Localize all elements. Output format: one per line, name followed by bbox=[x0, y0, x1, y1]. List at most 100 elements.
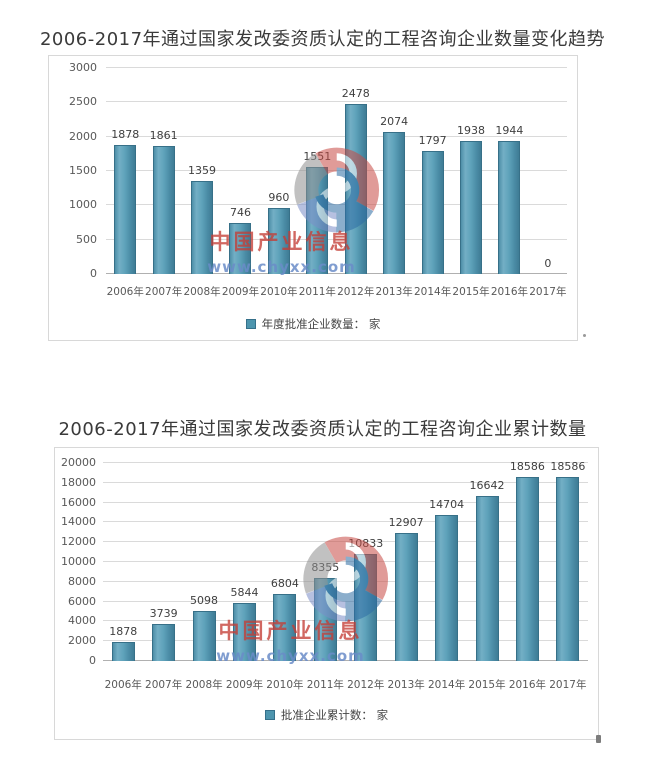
x-tick-label: 2012年 bbox=[337, 286, 375, 298]
bar-value-label: 16642 bbox=[469, 479, 505, 492]
x-tick-label: 2014年 bbox=[427, 679, 466, 691]
x-tick-label: 2013年 bbox=[375, 286, 413, 298]
bar-value-label: 2478 bbox=[341, 87, 370, 100]
bar-value-label: 1861 bbox=[149, 129, 178, 142]
y-tick-label: 10000 bbox=[61, 555, 96, 568]
bar-slot: 5844 bbox=[224, 463, 264, 661]
bar-value-label: 1551 bbox=[303, 150, 332, 163]
gridline bbox=[103, 640, 588, 641]
dot-artifact bbox=[583, 334, 586, 337]
bar-slot: 1944 bbox=[490, 68, 528, 274]
x-tick-label: 2016年 bbox=[508, 679, 547, 691]
x-tick-label: 2008年 bbox=[183, 286, 221, 298]
bar bbox=[435, 515, 459, 661]
x-axis: 2006年 2007年 2008年 2009年 2010年 2011年 2012年 2013年… bbox=[103, 677, 588, 692]
gridline bbox=[103, 502, 588, 503]
bar-slot: 0 bbox=[529, 68, 567, 274]
bar-slot: 5098 bbox=[184, 463, 224, 661]
y-tick-label: 2000 bbox=[68, 634, 96, 647]
bar bbox=[267, 208, 290, 274]
bar bbox=[475, 496, 499, 661]
bar-slot: 2074 bbox=[375, 68, 413, 274]
bars: 1878 1861 1359 746 960 1551 2478 2074 1797 1938 19… bbox=[106, 68, 567, 274]
bar bbox=[556, 477, 580, 661]
x-tick-label: 2017年 bbox=[549, 679, 587, 691]
bar bbox=[232, 603, 256, 661]
bar bbox=[114, 145, 137, 274]
x-tick-label: 2009年 bbox=[221, 286, 260, 298]
chart-cumulative-container: 0 2000 4000 6000 8000 10000 12000 14000 16000 180… bbox=[54, 447, 599, 740]
bar bbox=[498, 141, 521, 274]
bar bbox=[344, 104, 367, 274]
bar-value-label: 2074 bbox=[380, 115, 409, 128]
bar bbox=[460, 141, 482, 274]
bar-slot: 1938 bbox=[452, 68, 490, 274]
y-tick-label: 500 bbox=[76, 233, 97, 246]
bar-slot: 3739 bbox=[143, 463, 183, 661]
x-tick-label: 2016年 bbox=[490, 286, 529, 298]
x-tick-label: 2009年 bbox=[225, 679, 264, 691]
bar-value-label: 746 bbox=[229, 206, 251, 219]
x-tick-label: 2013年 bbox=[387, 679, 425, 691]
gridline bbox=[103, 482, 588, 483]
x-tick-label: 2007年 bbox=[145, 679, 183, 691]
bar-slot: 1878 bbox=[106, 68, 144, 274]
y-tick-label: 3000 bbox=[69, 61, 97, 74]
x-tick-label: 2011年 bbox=[306, 679, 344, 691]
bar-slot: 18586 bbox=[507, 460, 547, 661]
bar-value-label: 18586 bbox=[550, 460, 586, 473]
x-tick-label: 2011年 bbox=[298, 286, 336, 298]
bar-value-label: 8355 bbox=[311, 561, 340, 574]
y-tick-label: 1000 bbox=[69, 198, 97, 211]
y-axis: 0 2000 4000 6000 8000 10000 12000 14000 16000 180… bbox=[55, 456, 103, 667]
bar-value-label: 1938 bbox=[457, 124, 485, 137]
plot-area: 1878 1861 1359 746 960 1551 2478 2074 1797 1938 19… bbox=[106, 67, 567, 276]
bar-value-label: 1944 bbox=[495, 124, 524, 137]
x-tick-label: 2017年 bbox=[529, 286, 567, 298]
gridline bbox=[106, 101, 567, 102]
bar bbox=[273, 594, 297, 661]
legend: 批准企业累计数： 家 bbox=[55, 705, 598, 724]
bar-slot: 746 bbox=[221, 68, 259, 274]
y-tick-label: 0 bbox=[89, 654, 96, 667]
bar-slot: 8355 bbox=[305, 463, 345, 661]
y-tick-label: 20000 bbox=[61, 456, 96, 469]
bar-value-label: 0 bbox=[544, 257, 552, 270]
y-axis: 0 500 1000 1500 2000 2500 3000 bbox=[49, 61, 106, 280]
bar-slot: 1861 bbox=[144, 68, 182, 274]
legend-marker bbox=[264, 710, 275, 720]
bar bbox=[191, 181, 214, 274]
chart-title-annual: 2006-2017年通过国家发改委资质认定的工程咨询企业数量变化趋势 bbox=[39, 29, 606, 51]
gridline bbox=[103, 462, 588, 463]
bar-value-label: 5098 bbox=[190, 594, 219, 607]
bar-slot: 1797 bbox=[413, 68, 451, 274]
bar-value-label: 1359 bbox=[188, 164, 217, 177]
gridline bbox=[106, 273, 567, 274]
gridline bbox=[106, 239, 567, 240]
x-tick-label: 2008年 bbox=[185, 679, 223, 691]
y-tick-label: 6000 bbox=[68, 595, 96, 608]
x-tick-label: 2015年 bbox=[452, 286, 490, 298]
bar-value-label: 14704 bbox=[429, 498, 465, 511]
bar bbox=[383, 132, 406, 274]
bar-value-label: 1878 bbox=[109, 625, 138, 638]
bar bbox=[111, 642, 135, 661]
x-tick-label: 2010年 bbox=[260, 286, 298, 298]
y-tick-label: 1500 bbox=[69, 164, 97, 177]
y-tick-label: 16000 bbox=[61, 496, 96, 509]
y-tick-label: 4000 bbox=[68, 614, 96, 627]
bar-slot: 6804 bbox=[265, 463, 305, 661]
bar bbox=[421, 151, 444, 274]
chart-annual-container: 0 500 1000 1500 2000 2500 3000 1878 1861 1359 746… bbox=[48, 55, 578, 341]
y-tick-label: 2500 bbox=[69, 95, 97, 108]
bar bbox=[229, 223, 252, 274]
bar-slot: 1359 bbox=[183, 68, 221, 274]
legend: 年度批准企业数量： 家 bbox=[49, 314, 577, 333]
x-tick-label: 2006年 bbox=[104, 679, 142, 691]
y-tick-label: 18000 bbox=[61, 476, 96, 489]
bar bbox=[192, 611, 216, 661]
x-tick-label: 2007年 bbox=[145, 286, 183, 298]
plot-area: 1878 3739 5098 5844 6804 8355 10833 12907 14704 1… bbox=[103, 460, 588, 665]
y-tick-label: 2000 bbox=[69, 130, 97, 143]
legend-marker bbox=[245, 319, 256, 329]
